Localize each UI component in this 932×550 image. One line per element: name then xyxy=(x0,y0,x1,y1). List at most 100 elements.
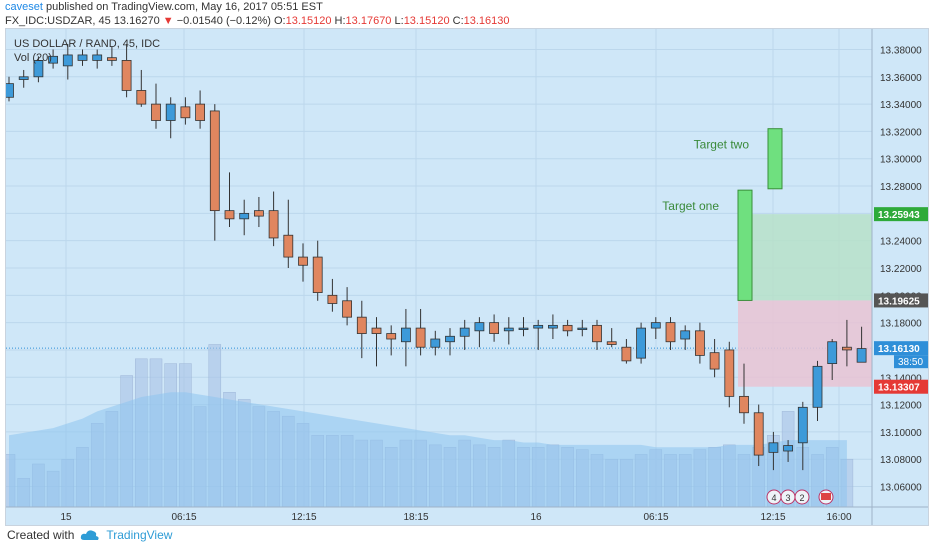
candle-body xyxy=(797,406,808,444)
candle-body xyxy=(371,327,382,334)
candle-body xyxy=(842,346,852,351)
candle-body xyxy=(783,445,793,452)
candle-body xyxy=(592,324,602,343)
volume-layer xyxy=(2,344,854,508)
event-marker xyxy=(794,489,810,505)
zone-stop xyxy=(738,300,872,387)
candle-body xyxy=(503,327,514,332)
zone-target xyxy=(738,214,872,301)
change-text: −0.01540 (−0.12%) xyxy=(176,15,271,27)
candle-body xyxy=(606,341,617,345)
author-link[interactable]: caveset xyxy=(5,1,43,13)
candle-body xyxy=(415,327,426,348)
price-tick-label: 13.36000 xyxy=(880,73,922,84)
candle-body xyxy=(136,90,147,105)
close-value: 13.16130 xyxy=(463,15,510,27)
price-label-box xyxy=(874,341,928,356)
price-label-text: 13.16130 xyxy=(878,344,920,355)
candle-body xyxy=(621,346,632,362)
time-tick-label: 16 xyxy=(530,512,542,523)
projection-label: Target two xyxy=(694,138,750,152)
time-tick-label: 16:00 xyxy=(826,512,851,523)
candle-body xyxy=(724,349,735,397)
candle-body xyxy=(445,335,455,343)
candle-body xyxy=(92,54,103,61)
candle-body xyxy=(107,57,117,61)
candle-body xyxy=(709,352,720,370)
candle-body xyxy=(239,212,250,220)
candle-body xyxy=(312,256,323,293)
candle-body xyxy=(62,54,73,67)
projection-label: Target one xyxy=(662,199,719,213)
price-tick-label: 13.14000 xyxy=(880,373,922,384)
time-tick-label: 06:15 xyxy=(643,512,668,523)
header-line-1: caveset published on TradingView.com, Ma… xyxy=(5,1,323,13)
price-label-text: 13.25943 xyxy=(878,210,920,221)
price-chart[interactable]: Target one Target two 4 3 2 13.06000 13.08000… xyxy=(2,29,928,525)
price-tick-label: 13.12000 xyxy=(880,401,922,412)
header-line-2: FX_IDC:USDZAR, 45 13.16270 ▼ −0.01540 (−… xyxy=(5,15,510,27)
candle-body xyxy=(753,412,764,456)
candles-layer xyxy=(4,44,867,471)
candle-body xyxy=(33,60,44,78)
price-tick-label: 13.28000 xyxy=(880,182,922,193)
time-tick-label: 15 xyxy=(60,512,72,523)
price-tick-label: 13.30000 xyxy=(880,155,922,166)
last-price: 13.16270 xyxy=(113,15,160,27)
time-axis[interactable]: 15 06:15 12:15 18:15 16 06:15 12:15 16:00 xyxy=(6,506,928,523)
projection-layer: Target one Target two 4 3 2 xyxy=(662,128,834,505)
candle-body xyxy=(489,322,500,334)
event-marker-label: 4 xyxy=(771,493,776,503)
candle-body xyxy=(577,327,588,330)
projection-bar xyxy=(767,128,783,190)
low-label: L: xyxy=(394,15,404,27)
candle-body xyxy=(18,76,29,80)
candle-body xyxy=(195,103,206,121)
chart-area[interactable]: Target one Target two 4 3 2 13.06000 13.08000… xyxy=(2,28,929,526)
candle-body xyxy=(636,327,646,359)
candle-body xyxy=(283,234,294,258)
price-tick-label: 13.38000 xyxy=(880,45,922,56)
time-tick-label: 12:15 xyxy=(760,512,785,523)
countdown-text: 38:50 xyxy=(898,357,923,368)
price-label-box xyxy=(874,293,928,308)
price-label-text: 13.19625 xyxy=(878,296,920,307)
candle-body xyxy=(209,110,220,212)
candle-body xyxy=(665,322,676,343)
candle-body xyxy=(827,341,838,364)
candle-body xyxy=(356,316,367,334)
published-text: published on TradingView.com, May 16, 20… xyxy=(45,1,323,13)
candle-body xyxy=(4,83,14,98)
tradingview-brand[interactable]: TradingView xyxy=(106,528,173,542)
candle-body xyxy=(77,54,88,61)
candle-body xyxy=(151,103,161,121)
open-value: 13.15120 xyxy=(285,15,332,27)
price-tick-label: 13.22000 xyxy=(880,264,922,275)
candle-body xyxy=(812,365,823,408)
candle-body xyxy=(459,327,470,337)
candle-body xyxy=(268,210,279,239)
price-axis[interactable]: 13.06000 13.08000 13.10000 13.12000 13.14000… xyxy=(871,29,928,525)
candle-body xyxy=(680,330,691,340)
price-tick-label: 13.32000 xyxy=(880,127,922,138)
projection-bar xyxy=(737,189,753,301)
price-tick-label: 13.10000 xyxy=(880,428,922,439)
candle-body xyxy=(739,395,749,414)
chart-legend-title: US DOLLAR / RAND, 45, IDC xyxy=(14,38,160,50)
volume-ma-area xyxy=(9,392,847,507)
price-tick-label: 13.34000 xyxy=(880,100,922,111)
price-label-text: 13.13307 xyxy=(878,383,920,394)
footer: Created with TradingView xyxy=(7,528,172,542)
candle-body xyxy=(342,300,353,318)
time-tick-label: 06:15 xyxy=(171,512,196,523)
candle-body xyxy=(695,330,705,356)
candle-body xyxy=(562,324,573,332)
position-zones xyxy=(738,214,872,387)
candle-body xyxy=(474,322,485,332)
candle-body xyxy=(121,60,132,91)
candle-body xyxy=(224,210,235,220)
candle-body xyxy=(533,324,544,329)
candle-body xyxy=(327,294,338,304)
change-arrow-icon: ▼ xyxy=(162,15,174,27)
price-tick-label: 13.18000 xyxy=(880,319,922,330)
